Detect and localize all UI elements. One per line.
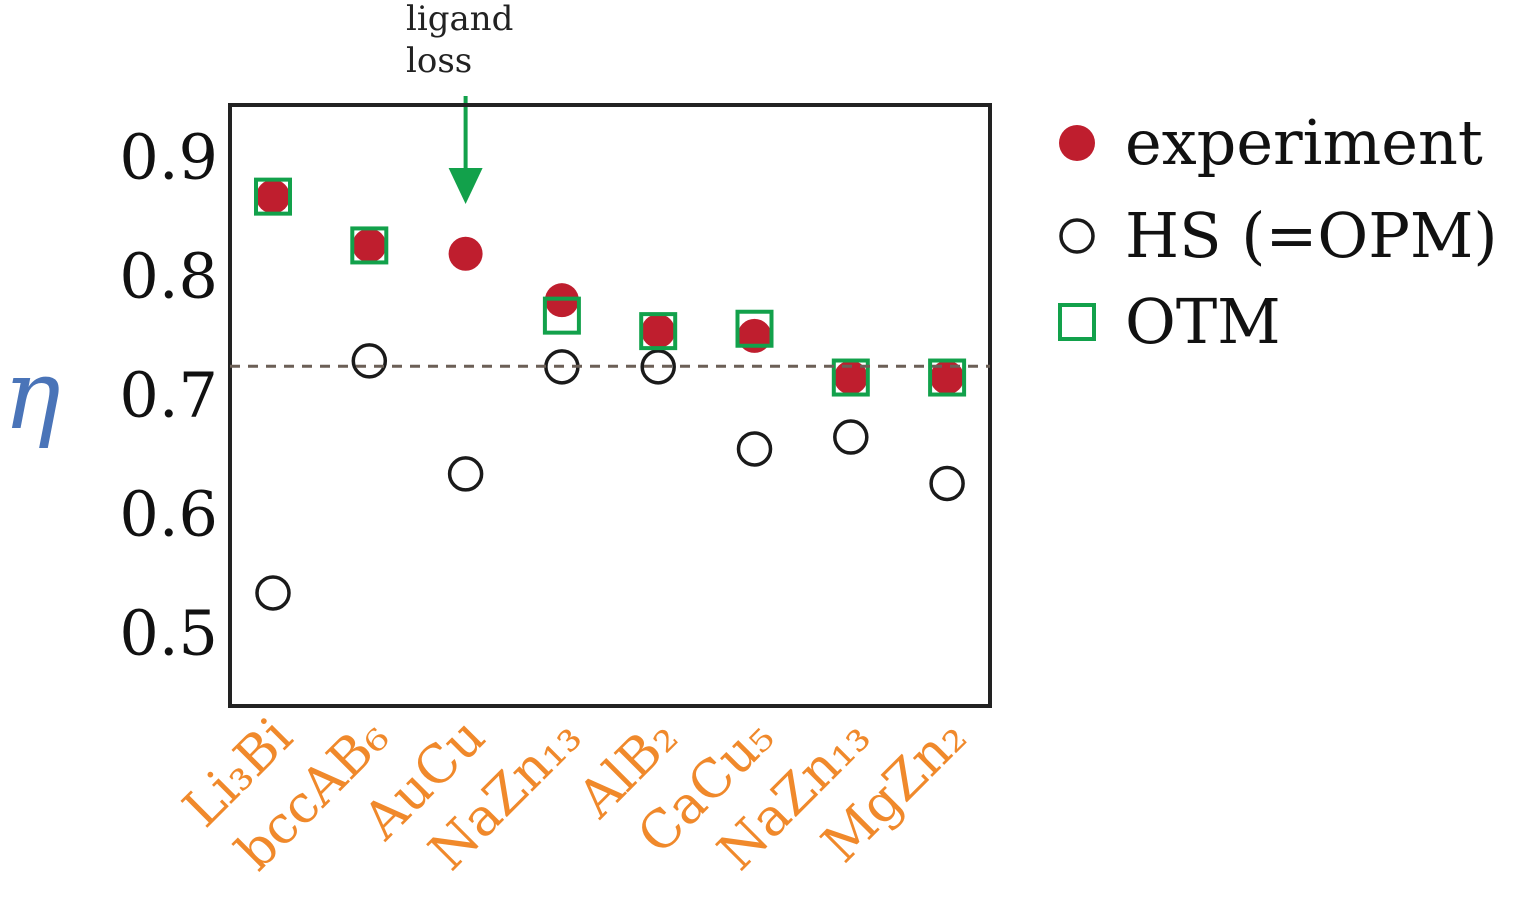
y-tick-label: 0.8 — [119, 240, 218, 313]
y-tick-label: 0.7 — [119, 359, 218, 432]
experiment-point — [930, 360, 965, 395]
legend-experiment-marker — [1059, 125, 1095, 161]
otm-point — [735, 309, 774, 348]
hs-point — [351, 343, 388, 379]
hs-point — [929, 465, 965, 502]
otm-point — [350, 226, 389, 265]
otm-point — [928, 358, 967, 397]
plot-marks — [254, 177, 967, 611]
experiment-point — [448, 236, 483, 271]
otm-point — [639, 312, 678, 351]
x-axis-category-labels: Li₃BibccAB₆AuCuNaZn₁₃AlB₂CaCu₅NaZn₁₃MgZn… — [172, 707, 978, 882]
annotation-text: loss — [406, 41, 472, 81]
experiment-point — [641, 314, 676, 349]
experiment-point — [737, 318, 772, 353]
annotation-text: ligand — [406, 0, 513, 39]
legend-label: OTM — [1125, 285, 1281, 358]
experiment-point — [352, 228, 387, 263]
y-axis-ticks: 0.5 0.6 0.7 0.8 0.9 — [119, 121, 218, 670]
legend: experiment HS (=OPM) OTM — [1058, 106, 1498, 358]
annotation-arrow-head — [448, 168, 483, 204]
hs-point — [255, 575, 291, 611]
experiment-point — [833, 360, 868, 395]
hs-point — [447, 456, 484, 492]
legend-label: HS (=OPM) — [1125, 199, 1498, 272]
plot-frame — [228, 103, 992, 708]
otm-point — [831, 358, 870, 397]
legend-label: experiment — [1125, 106, 1483, 179]
y-tick-label: 0.6 — [119, 478, 218, 551]
hs-point — [640, 349, 676, 385]
hs-point — [833, 419, 869, 455]
hs-point — [736, 431, 773, 467]
y-tick-label: 0.5 — [119, 597, 218, 670]
y-tick-label: 0.9 — [119, 121, 218, 194]
experiment-point — [256, 179, 290, 214]
legend-hs-marker — [1059, 218, 1095, 254]
otm-point — [254, 177, 292, 216]
y-axis-label: η — [3, 339, 61, 451]
legend-otm-marker — [1058, 303, 1096, 341]
otm-point — [542, 296, 581, 335]
